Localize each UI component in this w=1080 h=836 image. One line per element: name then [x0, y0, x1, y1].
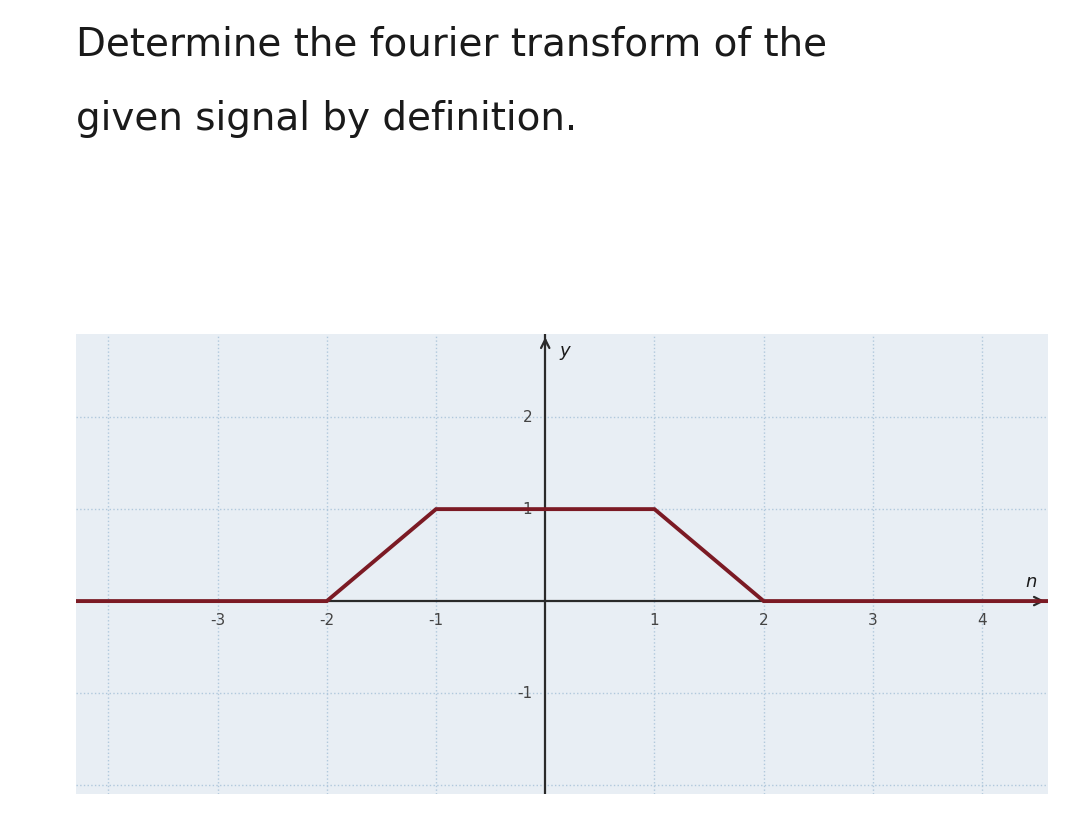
Text: 3: 3: [868, 613, 878, 628]
Text: -3: -3: [210, 613, 226, 628]
Text: given signal by definition.: given signal by definition.: [76, 100, 577, 138]
Text: 1: 1: [649, 613, 659, 628]
Text: 2: 2: [523, 410, 532, 425]
Text: -1: -1: [429, 613, 444, 628]
Text: Determine the fourier transform of the: Determine the fourier transform of the: [76, 25, 826, 63]
Text: -2: -2: [320, 613, 335, 628]
Text: y: y: [559, 342, 570, 359]
Text: 4: 4: [977, 613, 987, 628]
Text: n: n: [1025, 573, 1037, 591]
Text: -1: -1: [517, 686, 532, 701]
Text: 2: 2: [759, 613, 769, 628]
Text: 1: 1: [523, 502, 532, 517]
